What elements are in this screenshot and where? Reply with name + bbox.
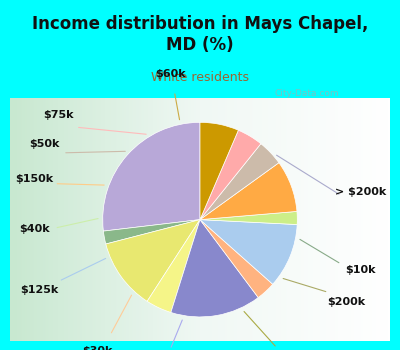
Wedge shape: [106, 220, 200, 301]
Text: Income distribution in Mays Chapel,
MD (%): Income distribution in Mays Chapel, MD (…: [32, 15, 368, 54]
Text: $150k: $150k: [16, 174, 54, 184]
Wedge shape: [200, 144, 279, 220]
Wedge shape: [200, 163, 297, 220]
Wedge shape: [200, 220, 297, 284]
Text: $50k: $50k: [29, 139, 60, 149]
Text: City-Data.com: City-Data.com: [275, 89, 339, 98]
Text: $125k: $125k: [20, 285, 58, 295]
Text: > $200k: > $200k: [335, 187, 386, 197]
Wedge shape: [103, 220, 200, 244]
Text: $10k: $10k: [345, 265, 376, 275]
Text: White residents: White residents: [151, 71, 249, 84]
Text: $40k: $40k: [19, 224, 50, 234]
Wedge shape: [200, 211, 297, 225]
Text: $30k: $30k: [83, 346, 113, 350]
Wedge shape: [200, 122, 238, 220]
Wedge shape: [171, 220, 258, 317]
Text: $200k: $200k: [327, 298, 365, 307]
Wedge shape: [103, 122, 200, 231]
Text: $60k: $60k: [156, 69, 186, 79]
Wedge shape: [200, 220, 273, 298]
Wedge shape: [200, 130, 261, 220]
Text: $75k: $75k: [44, 110, 74, 120]
Wedge shape: [147, 220, 200, 313]
